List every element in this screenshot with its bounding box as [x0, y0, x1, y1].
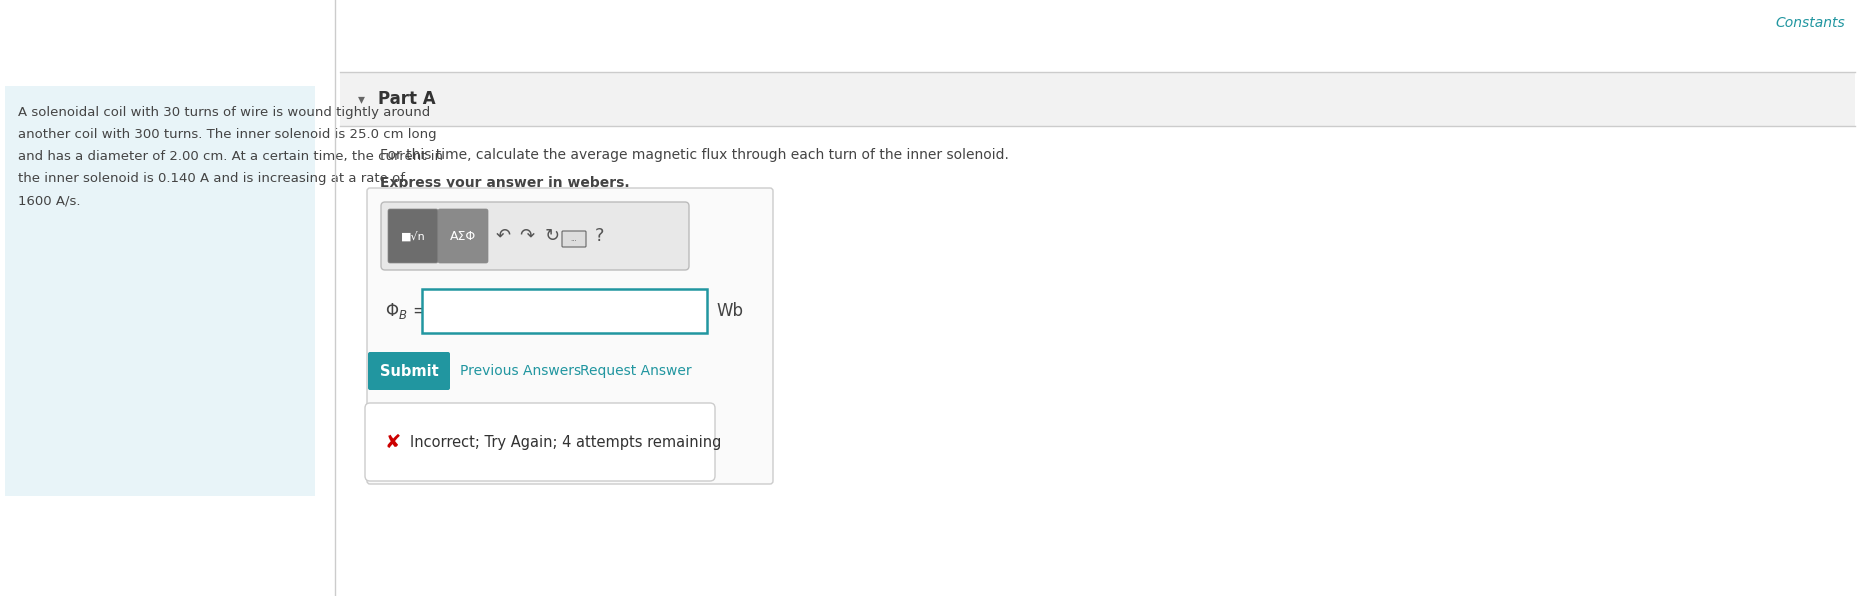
Text: 1600 A/s.: 1600 A/s.: [19, 194, 80, 207]
Text: ↶: ↶: [496, 227, 511, 245]
Text: ΑΣΦ: ΑΣΦ: [450, 229, 476, 243]
Text: ✘: ✘: [385, 433, 402, 452]
FancyBboxPatch shape: [364, 403, 716, 481]
Text: A solenoidal coil with 30 turns of wire is wound tightly around: A solenoidal coil with 30 turns of wire …: [19, 106, 429, 119]
Text: ■√n: ■√n: [402, 231, 426, 241]
Text: ↷: ↷: [519, 227, 535, 245]
Text: ↻: ↻: [545, 227, 560, 245]
Text: ...: ...: [571, 236, 578, 242]
FancyBboxPatch shape: [368, 352, 450, 390]
FancyBboxPatch shape: [381, 202, 690, 270]
Text: the inner solenoid is 0.140 A and is increasing at a rate of: the inner solenoid is 0.140 A and is inc…: [19, 172, 405, 185]
Text: For this time, calculate the average magnetic flux through each turn of the inne: For this time, calculate the average mag…: [379, 148, 1009, 162]
Text: ▾: ▾: [359, 92, 364, 106]
Text: Incorrect; Try Again; 4 attempts remaining: Incorrect; Try Again; 4 attempts remaini…: [411, 434, 721, 449]
FancyBboxPatch shape: [561, 231, 586, 247]
Text: Express your answer in webers.: Express your answer in webers.: [379, 176, 630, 190]
Text: $\Phi_B$ =: $\Phi_B$ =: [385, 301, 426, 321]
Text: another coil with 300 turns. The inner solenoid is 25.0 cm long: another coil with 300 turns. The inner s…: [19, 128, 437, 141]
FancyBboxPatch shape: [366, 188, 773, 484]
Text: Request Answer: Request Answer: [580, 364, 692, 378]
Bar: [340, 72, 1855, 126]
Bar: [6, 86, 314, 496]
Text: ?: ?: [595, 227, 604, 245]
FancyBboxPatch shape: [389, 209, 439, 263]
Text: Constants: Constants: [1775, 16, 1844, 30]
Text: Submit: Submit: [379, 364, 439, 378]
Text: Previous Answers: Previous Answers: [459, 364, 582, 378]
FancyBboxPatch shape: [422, 289, 706, 333]
Text: Wb: Wb: [716, 302, 744, 320]
Text: Part A: Part A: [377, 90, 435, 108]
Text: and has a diameter of 2.00 cm. At a certain time, the current in: and has a diameter of 2.00 cm. At a cert…: [19, 150, 442, 163]
FancyBboxPatch shape: [439, 209, 489, 263]
